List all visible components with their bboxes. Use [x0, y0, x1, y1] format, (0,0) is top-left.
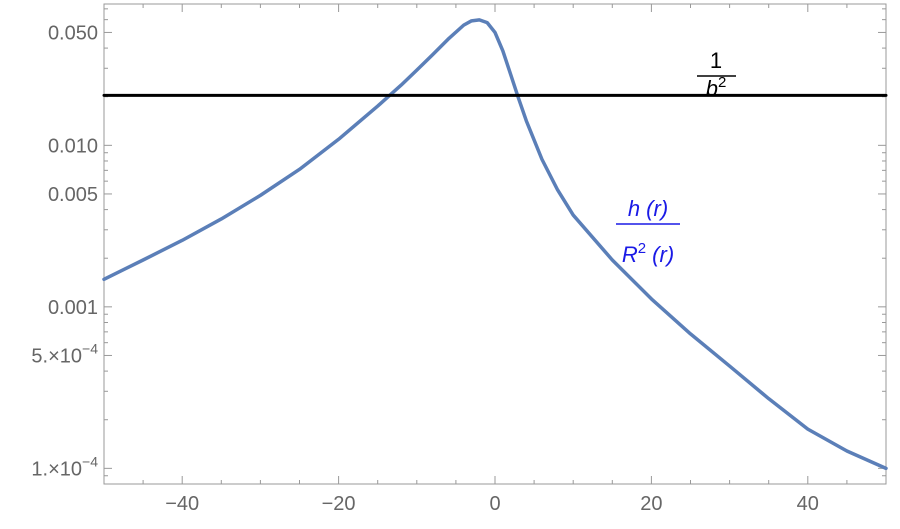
- annotation-one-over-b2-numerator: 1: [710, 48, 722, 73]
- series-line-h-over-r2: [102, 18, 888, 471]
- x-tick-label: 40: [797, 493, 819, 515]
- annotation-h-over-r2-sup: 2: [638, 240, 646, 257]
- x-tick-label: 20: [640, 493, 662, 515]
- series-layer: [102, 18, 888, 471]
- x-tick-label: −40: [165, 493, 199, 515]
- y-tick-label: 0.001: [48, 297, 98, 319]
- annotation-one-over-b2-denominator: b2: [706, 74, 727, 101]
- y-tick-label-exponent: −4: [82, 453, 98, 469]
- x-tick-label: 0: [489, 493, 500, 515]
- y-tick-label-exponent: −4: [82, 340, 98, 356]
- plot-frame: [103, 3, 887, 485]
- annotation-h-over-r2-numerator: h (r): [628, 196, 668, 221]
- y-tick-label: 0.050: [48, 22, 98, 44]
- annotation-h-over-r2: h (r) R2 (r): [616, 196, 680, 267]
- ticks-layer: −40 −20 0 20 400.0500.0100.0050.0015.×10−41.…: [31, 4, 887, 515]
- annotation-h-over-r2-denominator: R2 (r): [622, 240, 674, 267]
- annotation-one-over-b2-sup: 2: [718, 74, 726, 91]
- y-tick-label: 0.010: [48, 135, 98, 157]
- y-tick-label: 0.005: [48, 184, 98, 206]
- annotation-one-over-b2: 1 b2: [697, 48, 736, 101]
- y-tick-label: 1.×10−4: [31, 453, 98, 480]
- annotation-h-over-r2-base: R: [622, 242, 638, 267]
- annotation-h-over-r2-tail: (r): [646, 242, 674, 267]
- y-tick-label-base: 1.×10: [31, 458, 82, 480]
- x-tick-label: −20: [322, 493, 356, 515]
- annotation-one-over-b2-base: b: [706, 76, 718, 101]
- y-tick-label-base: 5.×10: [31, 345, 82, 367]
- y-tick-label: 5.×10−4: [31, 340, 98, 367]
